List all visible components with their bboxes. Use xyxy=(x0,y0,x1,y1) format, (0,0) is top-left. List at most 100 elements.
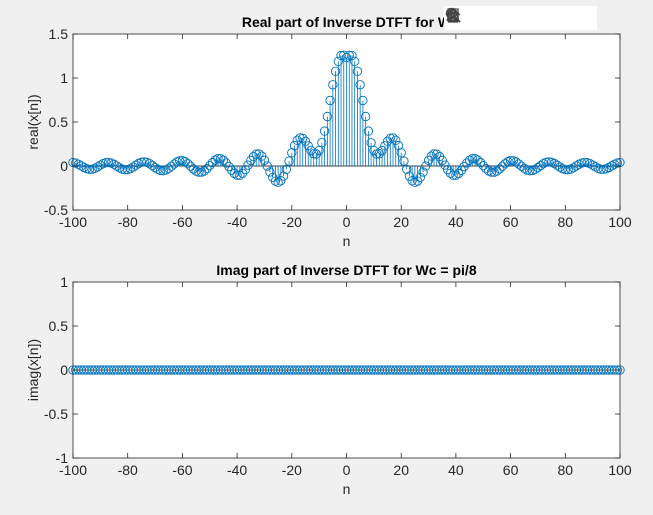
stem-marker xyxy=(486,167,497,177)
stem-marker xyxy=(429,149,439,159)
stem-marker xyxy=(300,136,311,146)
stem-marker xyxy=(536,160,546,171)
stem-marker xyxy=(579,157,590,168)
stem-marker xyxy=(380,141,390,151)
stem-marker xyxy=(371,149,382,159)
stem-marker xyxy=(590,162,601,172)
stem-marker xyxy=(566,164,576,174)
stem-marker xyxy=(278,171,289,181)
stem-marker xyxy=(142,157,152,167)
stem-marker xyxy=(402,164,412,174)
stem-marker xyxy=(355,80,365,90)
x-tick-label: 80 xyxy=(558,214,574,230)
x-tick-label: 100 xyxy=(608,462,632,478)
stem-marker xyxy=(396,148,406,158)
stem-marker xyxy=(281,164,291,174)
chart-title: Imag part of Inverse DTFT for Wc = pi/8 xyxy=(216,262,476,278)
stem-marker xyxy=(95,160,106,170)
pan-hand-icon[interactable] xyxy=(448,7,531,29)
x-tick-label: 20 xyxy=(393,462,409,478)
stem-marker xyxy=(125,163,136,174)
zoom-in-icon[interactable] xyxy=(445,7,553,29)
stem-marker xyxy=(467,153,477,164)
stem-marker xyxy=(322,111,333,122)
x-tick-label: -20 xyxy=(282,462,302,478)
legend-icon[interactable] xyxy=(447,7,509,29)
stem-marker xyxy=(459,161,469,172)
x-axis-label: n xyxy=(343,233,351,249)
stem-marker xyxy=(497,161,508,171)
stem-marker xyxy=(84,164,95,174)
stem-marker xyxy=(612,365,622,375)
stem-marker xyxy=(298,133,308,143)
stem-marker xyxy=(347,50,357,61)
stem-marker xyxy=(175,156,185,166)
x-tick-label: -100 xyxy=(59,462,87,478)
zoom-out-icon[interactable] xyxy=(445,7,575,29)
home-icon[interactable] xyxy=(445,7,597,29)
stem-marker xyxy=(418,167,428,177)
stem-marker xyxy=(500,158,510,169)
x-tick-label: 60 xyxy=(503,214,519,230)
y-tick-label: 0 xyxy=(60,362,68,378)
stem-marker xyxy=(131,160,141,170)
y-tick-label: 0.5 xyxy=(49,114,69,130)
stem-marker xyxy=(544,157,554,167)
x-tick-label: 80 xyxy=(558,462,574,478)
data-cursor-icon[interactable] xyxy=(447,7,487,29)
x-tick-label: -100 xyxy=(59,214,87,230)
x-tick-label: 0 xyxy=(343,214,351,230)
x-tick-label: 20 xyxy=(393,214,409,230)
y-tick-label: 1 xyxy=(60,70,68,86)
x-tick-label: -60 xyxy=(172,462,192,478)
imag-part-axes[interactable]: -100 -80 -60 -40 -20 0 20 40 60 80 100 -1 -0.5 0 0.5 1 n… xyxy=(25,262,632,497)
stem-markers xyxy=(68,50,625,188)
stem-marker xyxy=(358,95,368,106)
stem-marker xyxy=(481,163,491,174)
x-tick-label: -20 xyxy=(282,214,302,230)
x-tick-label: -40 xyxy=(227,214,247,230)
stem-marker xyxy=(284,156,294,166)
stem-marker xyxy=(112,161,122,171)
stem-marker xyxy=(568,163,579,173)
y-axis-label: imag(x[n]) xyxy=(25,339,41,401)
stem-marker xyxy=(202,163,212,174)
y-tick-label: -0.5 xyxy=(44,406,68,422)
stem-marker xyxy=(525,166,535,176)
y-axis-label: real(x[n]) xyxy=(25,94,41,149)
stem-marker xyxy=(218,155,229,165)
stem-marker xyxy=(265,167,275,177)
stem-marker xyxy=(333,56,343,67)
stem-marker xyxy=(374,149,384,159)
stem-markers xyxy=(68,365,625,375)
stem-marker xyxy=(407,176,417,186)
stem-marker xyxy=(188,164,198,174)
y-tick-label: 1 xyxy=(60,274,68,290)
stem-marker xyxy=(213,153,223,164)
stem-marker xyxy=(180,157,190,167)
stem-marker xyxy=(350,56,360,67)
stem-marker xyxy=(226,165,237,175)
x-tick-label: 40 xyxy=(448,462,464,478)
stem-marker xyxy=(451,170,461,180)
stem-marker xyxy=(505,155,516,166)
stem-marker xyxy=(109,159,119,169)
real-part-axes[interactable]: -100 -80 -60 -40 -20 0 20 40 60 80 100 -0.5 0 0.5 1 1.5… xyxy=(25,14,632,249)
y-tick-label: -0.5 xyxy=(44,202,68,218)
x-tick-label: 0 xyxy=(343,462,351,478)
y-tick-label: 1.5 xyxy=(49,26,69,42)
x-tick-label: -60 xyxy=(172,214,192,230)
x-axis-label: n xyxy=(343,481,351,497)
stem-marker xyxy=(169,159,179,169)
stem-marker xyxy=(448,170,458,180)
stem-marker xyxy=(341,52,352,63)
stem-marker xyxy=(221,158,231,168)
stem-marker xyxy=(478,160,488,171)
stem-marker xyxy=(552,160,562,170)
stem-marker xyxy=(311,149,322,159)
stem-marker xyxy=(254,149,264,159)
stem-marker xyxy=(432,149,442,159)
stem-marker xyxy=(330,66,341,76)
stem-marker xyxy=(273,177,283,188)
